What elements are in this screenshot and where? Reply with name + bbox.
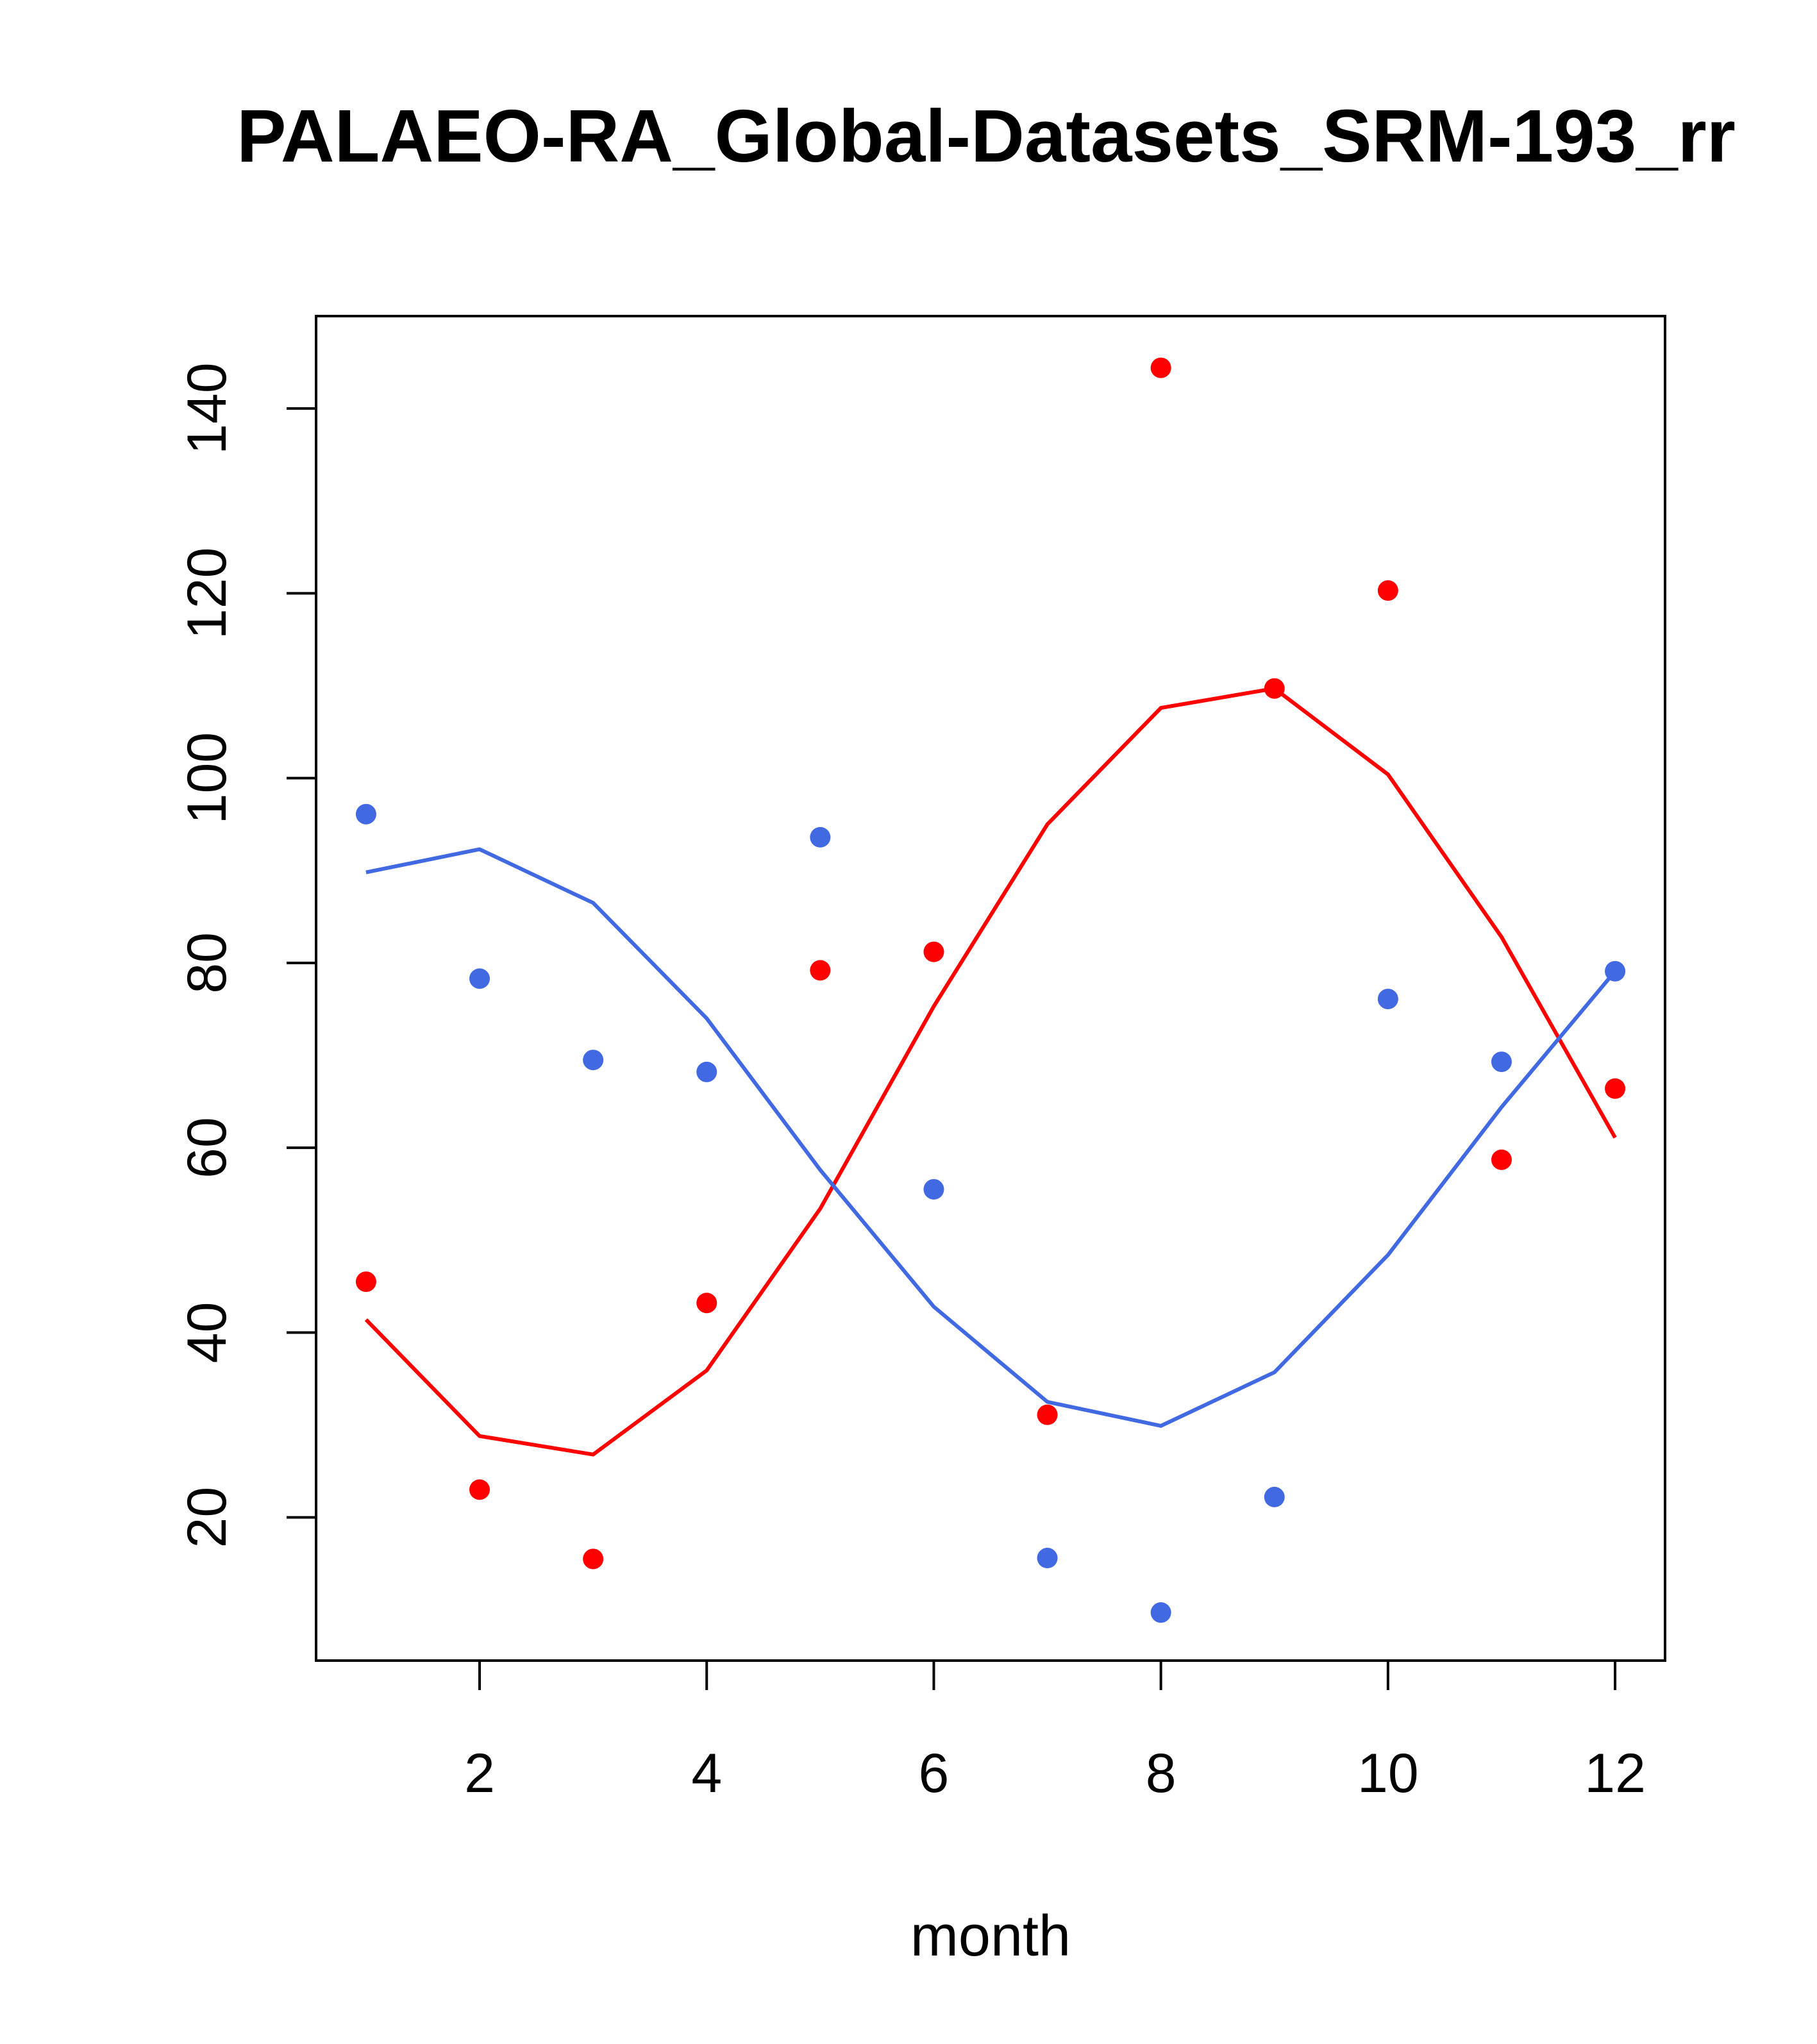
blue-data-point	[810, 826, 831, 848]
y-tick-label: 80	[176, 932, 238, 994]
x-tick-label: 4	[691, 1743, 722, 1804]
y-tick-label: 120	[176, 548, 238, 640]
blue-data-point	[1491, 1051, 1512, 1073]
y-tick-label: 60	[176, 1117, 238, 1178]
blue-data-point	[469, 968, 490, 989]
red-data-point	[1150, 357, 1171, 378]
blue-data-point	[1605, 960, 1626, 982]
red-data-point	[696, 1293, 717, 1314]
red-data-point	[583, 1548, 604, 1570]
y-tick-label: 100	[176, 732, 238, 825]
x-axis: 2 4 6 8 10 12	[464, 1661, 1646, 1804]
blue-data-point	[696, 1061, 717, 1082]
chart-title: PALAEO-RA_Global-Datasets_SRM-193_rr	[237, 94, 1736, 178]
series-layer	[355, 357, 1626, 1623]
x-tick-label: 12	[1584, 1743, 1646, 1804]
x-tick-label: 8	[1146, 1743, 1176, 1804]
red-data-point	[810, 960, 831, 981]
blue-data-point	[355, 803, 376, 825]
plot-frame	[315, 315, 1666, 1662]
red-data-point	[1605, 1078, 1626, 1099]
blue-data-point	[1037, 1548, 1058, 1569]
red-data-point	[923, 941, 944, 962]
blue-data-point	[1264, 1486, 1285, 1507]
red-data-point	[1264, 678, 1285, 699]
x-tick-label: 6	[919, 1743, 950, 1804]
blue-data-point	[1377, 989, 1398, 1010]
y-axis: 20 40 60 80 100 120 140	[176, 362, 316, 1548]
x-tick-label: 2	[464, 1743, 495, 1804]
y-tick-label: 40	[176, 1302, 238, 1364]
blue-data-point	[1150, 1602, 1171, 1623]
red-data-point	[1377, 580, 1398, 601]
red-data-point	[469, 1479, 490, 1500]
red-series-line	[364, 686, 1617, 1457]
red-data-point	[355, 1271, 376, 1293]
red-data-point	[1491, 1149, 1512, 1170]
x-axis-title: month	[910, 1904, 1071, 1968]
blue-data-point	[923, 1178, 944, 1200]
blue-series-line	[365, 847, 1617, 1428]
y-tick-label: 20	[176, 1487, 238, 1548]
y-tick-label: 140	[176, 362, 238, 455]
x-tick-label: 10	[1357, 1743, 1419, 1804]
blue-data-point	[583, 1050, 604, 1071]
red-data-point	[1037, 1404, 1058, 1425]
